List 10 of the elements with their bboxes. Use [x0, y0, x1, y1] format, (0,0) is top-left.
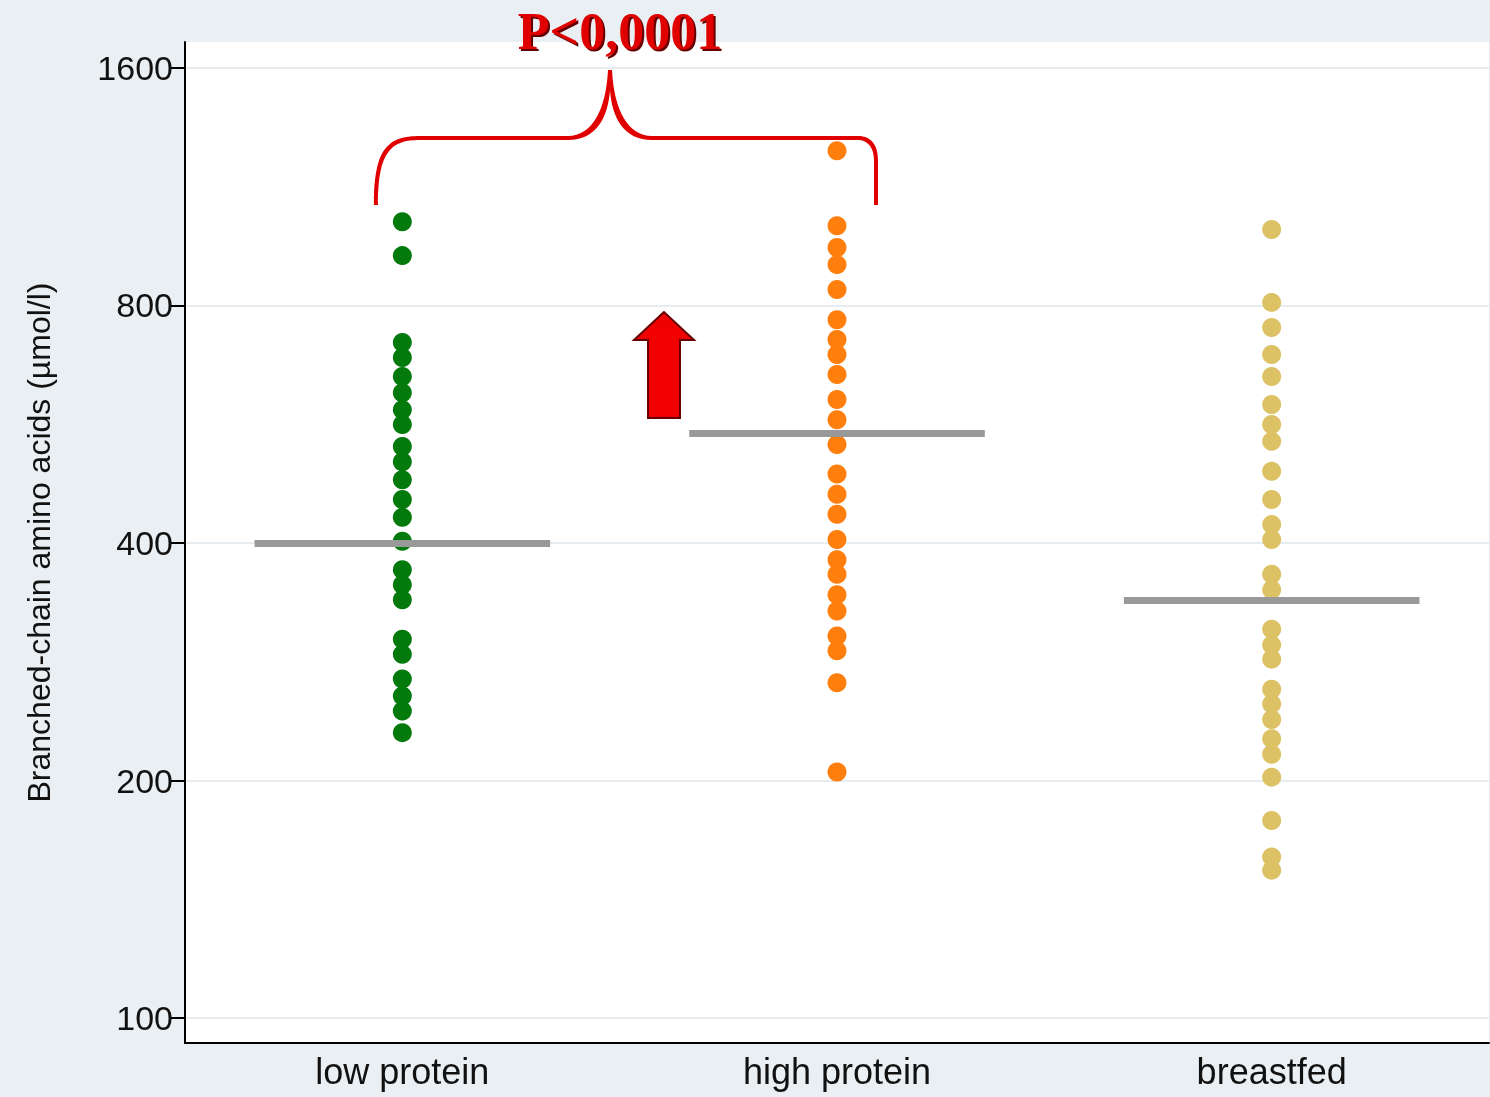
y-tick-label: 1600	[97, 48, 173, 87]
y-axis-title: Branched-chain amino acids (µmol/l)	[21, 282, 57, 803]
annotation: P<0,0001	[516, 2, 724, 61]
y-tick-label: 400	[116, 523, 173, 562]
y-tick-label: 100	[116, 999, 173, 1038]
x-tick-label: breastfed	[1196, 1050, 1347, 1092]
x-tick-label: low protein	[315, 1050, 490, 1092]
y-tick-label: 800	[116, 286, 173, 325]
x-tick-label: high protein	[742, 1050, 932, 1092]
y-tick-label: 200	[116, 761, 173, 800]
